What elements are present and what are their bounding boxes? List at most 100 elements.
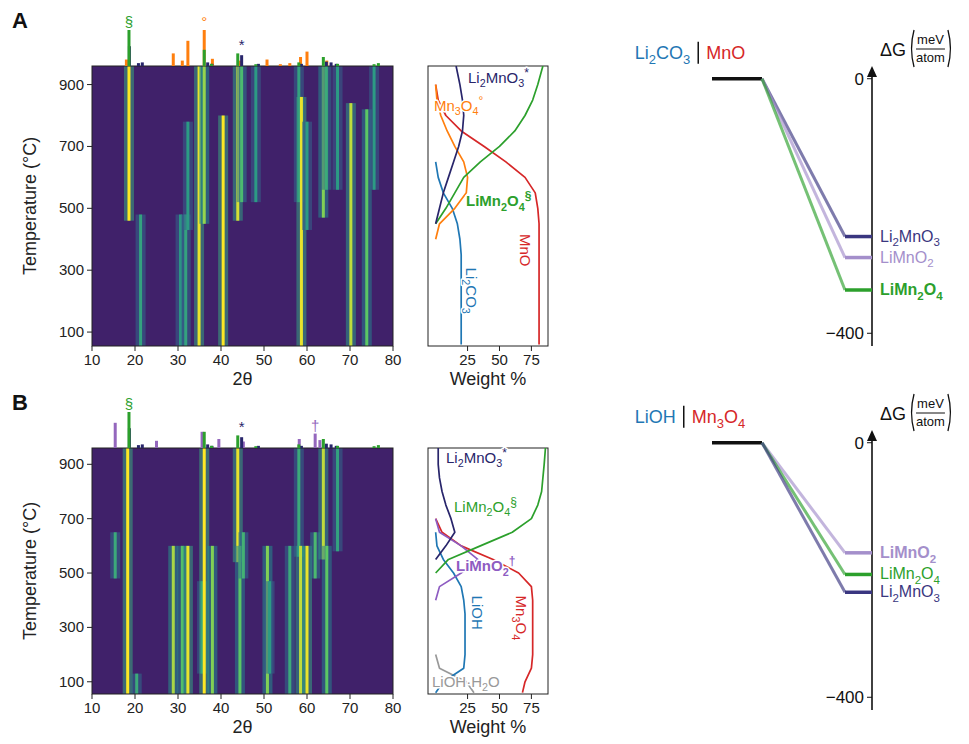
trace: [297, 448, 300, 557]
phase-symbol: *: [239, 418, 245, 435]
reference-peak: [266, 60, 269, 66]
x-tick-label: 30: [170, 699, 187, 716]
trace-glow: [199, 66, 209, 224]
separator: [697, 42, 699, 64]
reference-peak: [210, 446, 213, 448]
phase-symbol: *: [239, 36, 245, 53]
trace: [268, 581, 271, 673]
trace-glow: [181, 215, 191, 346]
reference-peak: [377, 445, 380, 448]
reference-peak: [322, 57, 325, 66]
reaction-path: [762, 79, 845, 258]
trace-glow: [237, 66, 247, 202]
phase-symbol: §: [525, 189, 532, 203]
reference-peak: [181, 61, 184, 66]
trace: [203, 66, 206, 224]
reference-peak: [203, 30, 206, 66]
trace-glow: [333, 448, 343, 551]
x-tick-label: 20: [127, 351, 144, 368]
trace: [254, 66, 257, 202]
y-tick: [87, 84, 92, 85]
y-tick: [867, 697, 872, 698]
axis-arrow: [867, 66, 877, 77]
formula-part: Mn: [692, 407, 717, 427]
formula-part: CO: [463, 285, 480, 308]
trace-glow: [285, 546, 295, 694]
reference-peak: [114, 423, 117, 448]
trace: [203, 448, 206, 694]
reference-peak: [236, 435, 239, 448]
trace-glow: [294, 448, 304, 557]
formula-part: MnO: [899, 583, 934, 600]
reference-peak: [127, 412, 130, 448]
reference-peak: [206, 444, 209, 448]
y-tick: [867, 78, 872, 79]
product-level: [845, 288, 872, 292]
y-tick-label: 500: [59, 199, 84, 216]
x-tick-label: 40: [213, 351, 230, 368]
x-axis-title: Weight %: [450, 369, 527, 389]
trace: [139, 215, 142, 346]
series-label: Mn3O4: [510, 596, 531, 641]
trace-glow: [333, 66, 343, 190]
reference-peak: [236, 53, 239, 66]
traces: [124, 66, 379, 346]
unit-numerator: meV: [917, 32, 944, 47]
formula-part: 3: [934, 236, 940, 248]
x-tick-label: 10: [84, 351, 101, 368]
reference-peak: [373, 446, 376, 448]
x-tick-label: 50: [491, 699, 508, 716]
reaction-path: [762, 79, 845, 290]
separator: [683, 406, 685, 428]
y-tick: [87, 464, 92, 465]
reference-peak: [322, 439, 325, 448]
formula-part: LiMn: [880, 281, 917, 298]
y-tick: [867, 333, 872, 334]
formula-part: O: [924, 281, 936, 298]
reference-peak: [172, 53, 175, 66]
reference-peak: [373, 64, 376, 66]
heatmap-background: [92, 448, 393, 694]
y-tick: [87, 332, 92, 333]
x-tick-label: 50: [491, 351, 508, 368]
reference-peak: [330, 62, 333, 66]
axis-arrow: [867, 430, 877, 441]
series-label: LiMnO2†: [456, 554, 515, 578]
trace: [336, 66, 339, 190]
phase-symbol: §: [125, 13, 133, 30]
reference-peak: [318, 440, 321, 448]
formula-part: O: [724, 407, 738, 427]
formula-part: Li: [468, 69, 480, 86]
y-tick-label: 300: [59, 618, 84, 635]
formula-part: LiOH: [635, 407, 676, 427]
reference-peak: [155, 441, 158, 448]
phase-symbol: §: [510, 495, 517, 509]
reference-peak: [325, 444, 328, 448]
product-label: LiMnO2: [880, 544, 936, 565]
series-label: Mn3O4°: [434, 94, 484, 118]
formula-part: Li: [880, 228, 892, 245]
trace: [240, 66, 243, 202]
trace: [325, 66, 328, 190]
reference-peak: [288, 63, 291, 66]
trace-glow: [132, 674, 142, 694]
y-tick-label: −400: [826, 324, 864, 343]
formula-part: O: [921, 565, 933, 582]
reference-peak: [240, 437, 243, 448]
trace: [127, 66, 130, 221]
formula-part: MnO: [899, 228, 934, 245]
formula-part: O: [513, 622, 530, 634]
trace: [288, 546, 291, 694]
product-level: [845, 256, 872, 260]
formula-part: LiOH: [469, 596, 486, 630]
reference-peak: [141, 444, 144, 448]
traces: [110, 448, 342, 694]
series-label: Li2CO3: [460, 268, 481, 314]
x-tick-label: 60: [299, 351, 316, 368]
trace: [299, 546, 302, 694]
reference-peak: [297, 62, 300, 66]
reference-peak: [377, 63, 380, 66]
product-level: [845, 551, 872, 555]
reference-peak: [203, 432, 206, 448]
trace: [184, 215, 187, 346]
